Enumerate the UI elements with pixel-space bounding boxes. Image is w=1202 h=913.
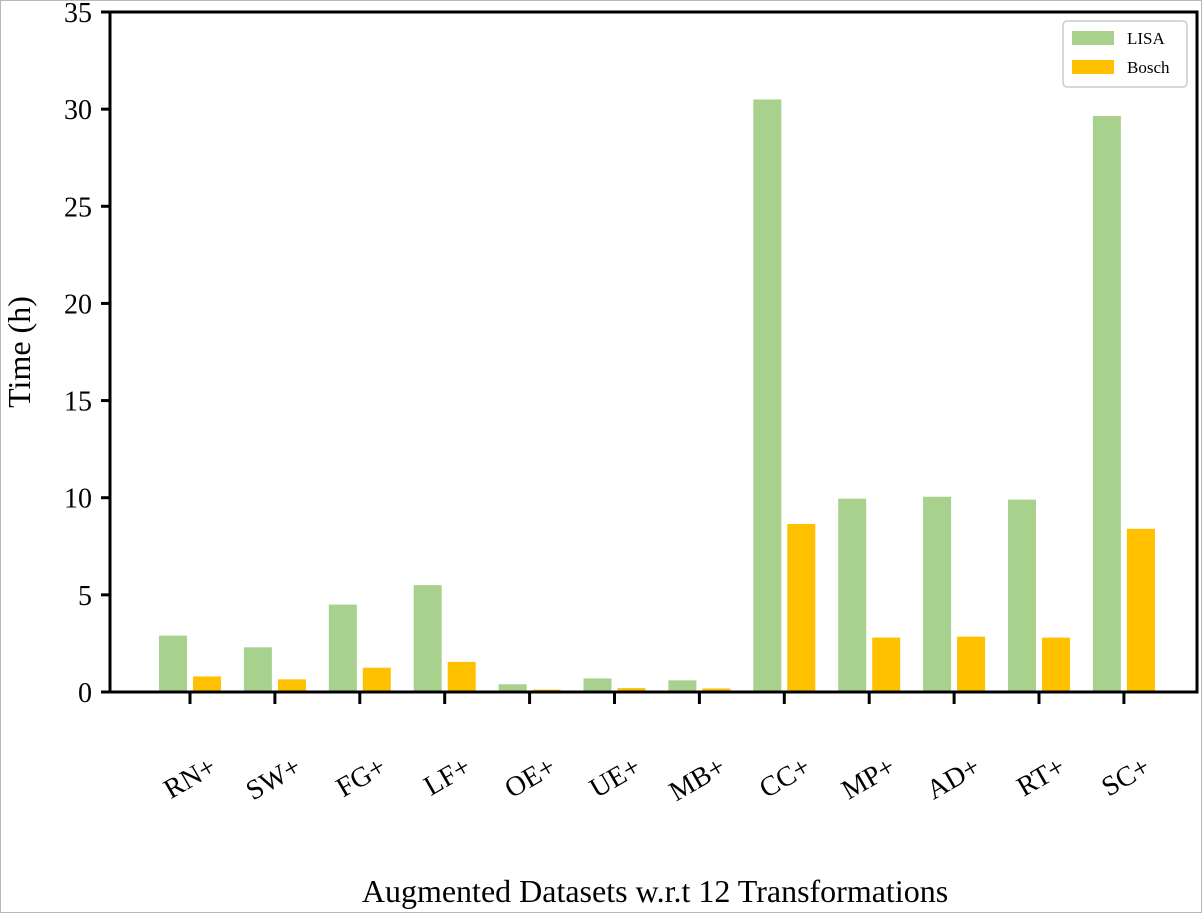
x-tick-label: FG+ [331, 751, 391, 804]
x-tick-label: SW+ [241, 751, 307, 807]
x-tick-label: LF+ [419, 751, 476, 802]
x-tick-label: AD+ [921, 751, 985, 806]
bar-bosch-rt [1042, 637, 1070, 692]
y-tick-label: 35 [64, 0, 92, 29]
bar-lisa-fg [328, 604, 357, 692]
y-tick-label: 5 [78, 581, 92, 612]
y-axis-title: Time (h) [1, 296, 37, 408]
legend-swatch-lisa [1072, 31, 1114, 45]
x-axis-title: Augmented Datasets w.r.t 12 Transformati… [362, 873, 948, 909]
bar-bosch-ad [957, 636, 986, 692]
bar-lisa-oe [498, 684, 527, 692]
y-tick-label: 15 [64, 387, 92, 418]
x-tick-label: RT+ [1012, 751, 1071, 803]
legend-box [1062, 20, 1188, 88]
x-tick-label: SC+ [1097, 751, 1156, 803]
bar-lisa-cc [753, 99, 782, 692]
legend-swatch-bosch [1072, 60, 1114, 74]
x-tick-label: RN+ [159, 751, 222, 805]
bar-bosch-mp [872, 637, 901, 692]
bar-bosch-cc [787, 523, 816, 692]
y-tick-label: 0 [78, 678, 92, 709]
y-tick-label: 25 [64, 192, 92, 223]
legend-label-bosch: Bosch [1127, 58, 1170, 77]
bar-lisa-mb [668, 680, 697, 692]
x-tick-label: UE+ [584, 751, 646, 804]
bar-bosch-sc [1126, 528, 1155, 692]
y-tick-label: 10 [64, 484, 92, 515]
bar-bosch-sw [277, 679, 306, 692]
plot-area-border [108, 10, 1199, 694]
bar-lisa-sw [243, 647, 272, 692]
x-tick-label: MP+ [836, 751, 900, 806]
bar-bosch-lf [447, 661, 476, 692]
bar-bosch-rn [193, 676, 221, 692]
bar-lisa-ue [583, 678, 612, 692]
bar-bosch-fg [362, 667, 391, 692]
bar-lisa-rn [159, 635, 187, 692]
x-tick-label: MB+ [664, 751, 731, 808]
bar-lisa-ad [923, 496, 952, 692]
x-tick-label: CC+ [754, 751, 816, 804]
y-tick-label: 30 [64, 95, 92, 126]
legend: LISA Bosch [1062, 20, 1188, 88]
bar-lisa-mp [838, 498, 867, 692]
y-tick-label: 20 [64, 289, 92, 320]
bar-lisa-lf [413, 585, 442, 692]
x-axis-ticks: RN+ SW+ FG+ LF+ OE+ UE+ MB+ CC+ MP+ AD+ RT+ SC+ [159, 692, 1156, 808]
bar-lisa-sc [1092, 115, 1121, 692]
x-tick-label: OE+ [500, 751, 562, 804]
bar-bosch-mb [702, 688, 731, 692]
bar-bosch-ue [617, 688, 646, 692]
bars-group [159, 99, 1155, 692]
legend-label-lisa: LISA [1127, 29, 1166, 48]
bar-lisa-rt [1008, 499, 1036, 692]
y-axis-ticks: 0 5 10 15 20 25 30 35 [64, 0, 110, 709]
